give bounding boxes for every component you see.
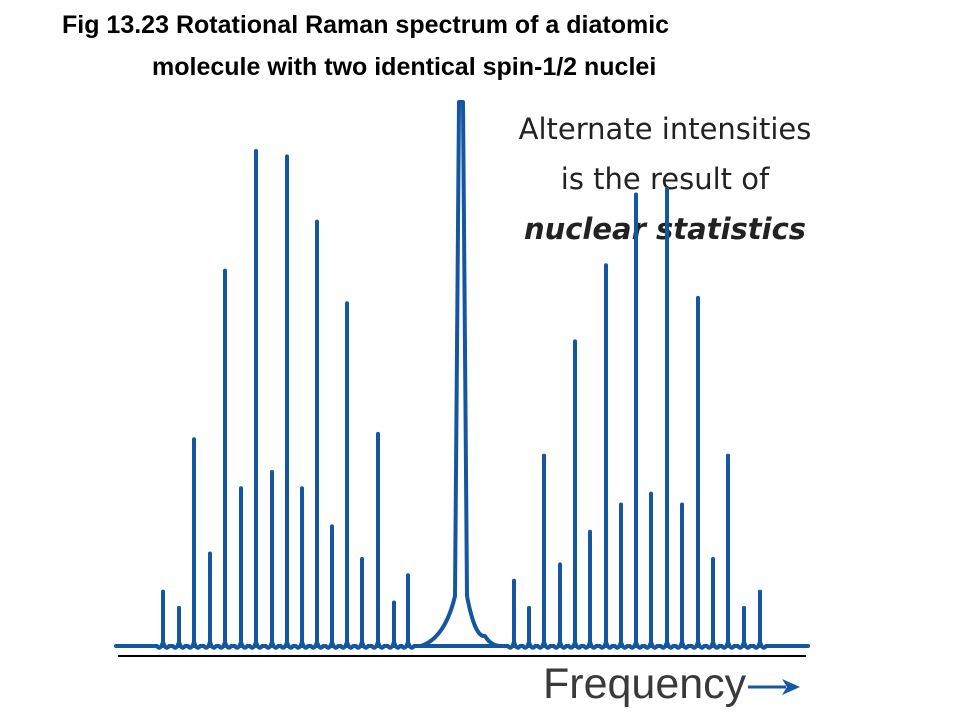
x-axis-label: Frequency bbox=[543, 660, 747, 708]
annotation: Alternate intensities is the result of n… bbox=[490, 104, 840, 254]
right-arrow-icon bbox=[748, 679, 800, 695]
spectrum-envelope bbox=[114, 640, 810, 650]
annotation-line-3: nuclear statistics bbox=[523, 212, 807, 246]
annotation-line-2: is the result of bbox=[560, 162, 770, 196]
annotation-line-1: Alternate intensities bbox=[518, 112, 812, 146]
title-line-2: molecule with two identical spin-1/2 nuc… bbox=[152, 53, 657, 81]
spectral-lines bbox=[161, 100, 762, 648]
rayleigh-line bbox=[420, 100, 502, 648]
title-line-1: Fig 13.23 Rotational Raman spectrum of a… bbox=[62, 11, 670, 39]
